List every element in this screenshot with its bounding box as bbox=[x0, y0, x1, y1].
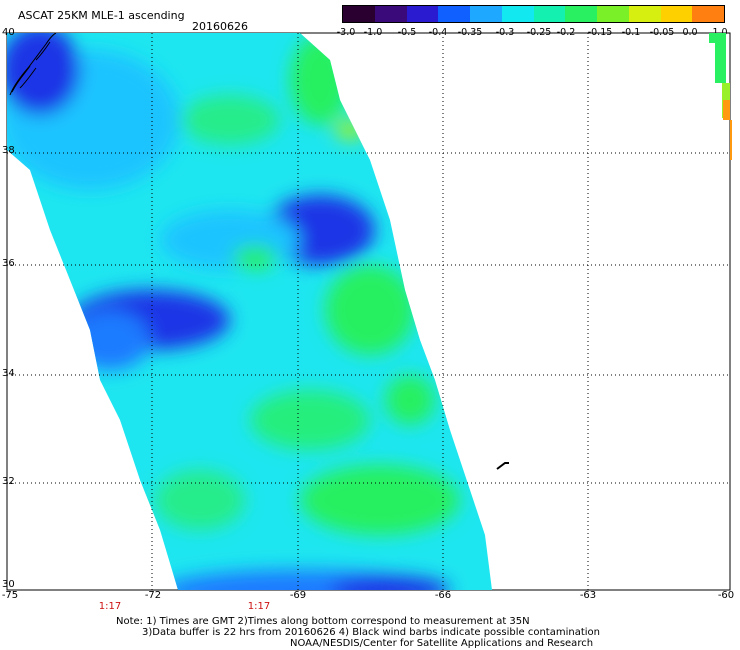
lon-label: -72 bbox=[144, 590, 162, 601]
field-green-sw bbox=[155, 470, 245, 530]
colorbar-segment bbox=[438, 6, 470, 22]
field-blue-corner bbox=[7, 33, 80, 115]
swath-east-strip-top bbox=[709, 33, 717, 43]
note-line-1: Note: 1) Times are GMT 2)Times along bot… bbox=[116, 616, 530, 627]
field-green-north bbox=[180, 95, 280, 145]
field-deep-bottom bbox=[330, 576, 450, 590]
field-green-center bbox=[250, 390, 370, 450]
pass-time: 1:17 bbox=[247, 601, 271, 612]
colorbar-segment bbox=[628, 6, 661, 22]
lon-label: -66 bbox=[434, 590, 452, 601]
field-green-eye bbox=[233, 246, 277, 270]
colorbar-segment bbox=[406, 6, 439, 22]
swath-east-strip bbox=[715, 33, 726, 83]
pass-time: 1:17 bbox=[98, 601, 122, 612]
swath-east-orange-line bbox=[730, 120, 732, 160]
swath-main bbox=[7, 33, 492, 590]
colorbar bbox=[342, 5, 725, 23]
colorbar-segment bbox=[533, 6, 566, 22]
field-mid-blue bbox=[70, 310, 150, 370]
field-green-ne bbox=[290, 35, 350, 125]
colorbar-segment bbox=[565, 6, 597, 22]
field-green-east bbox=[325, 265, 415, 355]
lon-label: -69 bbox=[289, 590, 307, 601]
lat-label: 36 bbox=[2, 258, 15, 269]
map-date: 20160626 bbox=[192, 20, 248, 33]
note-line-2: 3)Data buffer is 22 hrs from 20160626 4)… bbox=[142, 627, 600, 638]
colorbar-segment bbox=[660, 6, 693, 22]
colorbar-segment bbox=[470, 6, 502, 22]
lat-label: 30 bbox=[2, 579, 15, 590]
colorbar-segment bbox=[692, 6, 724, 22]
field-green-south bbox=[300, 465, 460, 535]
lon-label: -75 bbox=[1, 590, 19, 601]
colorbar-segment bbox=[343, 6, 375, 22]
note-line-3: NOAA/NESDIS/Center for Satellite Applica… bbox=[290, 638, 594, 649]
colorbar-segment bbox=[597, 6, 629, 22]
coastline bbox=[9, 32, 57, 96]
graticule bbox=[7, 33, 730, 590]
lon-label: -63 bbox=[579, 590, 597, 601]
wind-barb bbox=[496, 462, 509, 470]
colorbar-segment bbox=[374, 6, 407, 22]
field-lightblue-ring bbox=[160, 210, 300, 270]
field-yellow-spot bbox=[335, 120, 365, 140]
lat-label: 32 bbox=[2, 476, 15, 487]
lat-label: 34 bbox=[2, 368, 15, 379]
lat-label: 40 bbox=[2, 27, 15, 38]
lon-label: -60 bbox=[717, 590, 735, 601]
map-title: ASCAT 25KM MLE-1 ascending bbox=[18, 9, 185, 22]
colorbar-segment bbox=[501, 6, 534, 22]
lat-label: 38 bbox=[2, 145, 15, 156]
swath-east-orange-block bbox=[723, 100, 730, 120]
field-green-se bbox=[385, 375, 435, 425]
